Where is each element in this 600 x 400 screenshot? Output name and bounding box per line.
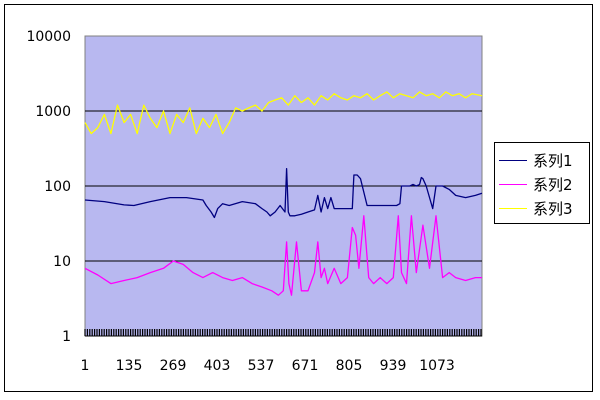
series-lines <box>84 91 483 296</box>
x-axis-ticks <box>84 329 482 336</box>
y-tick-label: 10 <box>53 254 71 270</box>
x-tick-label: 403 <box>204 358 231 374</box>
x-tick-label: 805 <box>336 358 363 374</box>
legend-label-series-3: 系列3 <box>533 199 573 218</box>
x-axis-tick-labels: 1 135 269 403 537 671 805 939 1073 <box>81 358 455 374</box>
x-tick-label: 537 <box>248 358 275 374</box>
x-tick-label: 135 <box>116 358 143 374</box>
series-line-3 <box>84 91 483 135</box>
legend-swatch-series-3 <box>499 207 527 209</box>
x-minor-ticks <box>84 329 482 337</box>
legend-swatch-series-2 <box>499 183 527 185</box>
legend-item-series-3: 系列3 <box>499 196 585 220</box>
x-tick-label: 1073 <box>419 358 455 374</box>
legend-label-series-1: 系列1 <box>533 151 573 170</box>
x-tick-label: 269 <box>160 358 187 374</box>
y-tick-label: 100 <box>44 179 71 195</box>
legend-swatch-series-1 <box>499 159 527 161</box>
y-axis-tick-labels: 1 10 100 1000 10000 <box>26 29 71 345</box>
legend-item-series-2: 系列2 <box>499 172 585 196</box>
y-tick-label: 1 <box>62 329 71 345</box>
y-tick-label: 1000 <box>35 104 71 120</box>
legend: 系列1 系列2 系列3 <box>494 142 590 224</box>
x-tick-label: 671 <box>292 358 319 374</box>
series-line-1 <box>84 168 483 219</box>
y-tick-label: 10000 <box>26 29 71 45</box>
x-tick-label: 1 <box>81 358 90 374</box>
series-line-2 <box>84 215 482 296</box>
legend-item-series-1: 系列1 <box>499 148 585 172</box>
legend-label-series-2: 系列2 <box>533 175 573 194</box>
x-tick-label: 939 <box>380 358 407 374</box>
